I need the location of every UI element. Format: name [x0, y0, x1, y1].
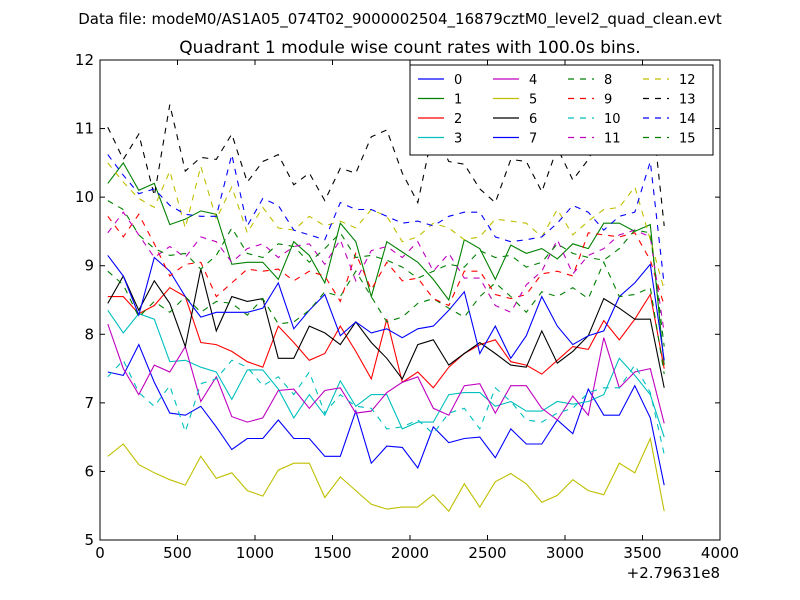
- y-tick-label: 10: [75, 188, 94, 206]
- legend-label-3: 3: [454, 132, 462, 147]
- series-line-5: [107, 436, 665, 513]
- x-tick-label: 2000: [391, 544, 429, 562]
- legend-label-0: 0: [454, 73, 462, 88]
- legend-label-12: 12: [679, 73, 696, 88]
- x-tick-label: 0: [95, 544, 105, 562]
- legend-label-1: 1: [454, 93, 462, 108]
- y-tick-label: 5: [84, 531, 94, 549]
- series-line-9: [107, 213, 665, 307]
- legend-box: [409, 64, 714, 156]
- series-line-0: [107, 343, 665, 486]
- x-tick-label: 1000: [236, 544, 274, 562]
- legend-label-13: 13: [679, 93, 696, 108]
- series-line-4: [107, 323, 665, 424]
- legend-label-9: 9: [604, 93, 612, 108]
- series-line-3: [107, 309, 665, 438]
- legend-label-15: 15: [679, 132, 696, 147]
- y-tick-label: 6: [84, 462, 94, 480]
- series-line-2: [107, 286, 665, 389]
- x-axis: 0 500 1000 1500 2000 2500 3000 3500 4000: [95, 60, 739, 562]
- legend-label-10: 10: [604, 112, 621, 127]
- x-offset-label: +2.79631e8: [627, 564, 720, 582]
- series-line-1: [107, 161, 665, 366]
- y-tick-label: 8: [84, 325, 94, 343]
- suptitle: Data file: modeM0/AS1A05_074T02_90000025…: [78, 10, 722, 29]
- x-tick-label: 3500: [623, 544, 661, 562]
- legend-label-6: 6: [529, 112, 537, 127]
- series-layer: [107, 94, 665, 513]
- x-tick-label: 4000: [701, 544, 739, 562]
- x-tick-label: 1500: [313, 544, 351, 562]
- legend-label-4: 4: [529, 73, 537, 88]
- series-line-14: [107, 154, 665, 285]
- y-tick-label: 12: [75, 51, 94, 69]
- legend-label-8: 8: [604, 73, 612, 88]
- legend-label-7: 7: [529, 132, 537, 147]
- series-line-15: [107, 200, 665, 347]
- series-line-7: [107, 255, 665, 361]
- y-tick-label: 7: [84, 394, 94, 412]
- y-tick-label: 11: [75, 120, 94, 138]
- x-tick-label: 2500: [468, 544, 506, 562]
- series-line-8: [107, 260, 665, 375]
- chart-title: Quadrant 1 module wise count rates with …: [179, 38, 640, 58]
- y-tick-label: 9: [84, 257, 94, 275]
- legend-label-11: 11: [604, 132, 621, 147]
- series-line-10: [107, 359, 665, 455]
- series-line-12: [107, 162, 665, 290]
- legend-label-14: 14: [679, 112, 696, 127]
- legend-label-5: 5: [529, 93, 537, 108]
- x-tick-label: 3000: [546, 544, 584, 562]
- legend-label-2: 2: [454, 112, 462, 127]
- x-tick-label: 500: [163, 544, 192, 562]
- series-line-11: [107, 211, 665, 333]
